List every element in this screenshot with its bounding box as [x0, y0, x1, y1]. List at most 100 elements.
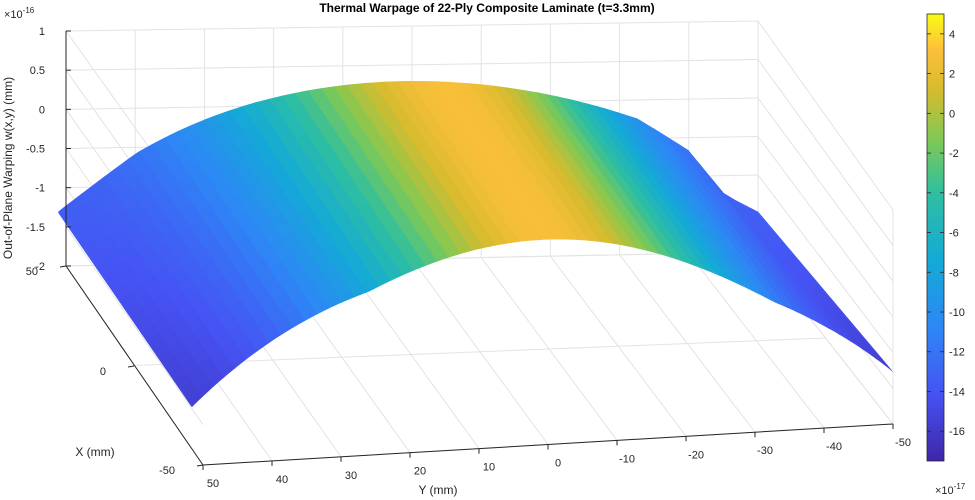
surface-patch	[284, 80, 303, 87]
surface-patch	[552, 80, 572, 95]
surface-patch	[436, 67, 453, 76]
surface-patch	[525, 64, 542, 76]
surface-patch	[313, 80, 332, 87]
surface-patch	[419, 59, 436, 67]
surface-patch	[489, 66, 506, 77]
y-axis-label: Y (mm)	[418, 483, 457, 497]
surface-patch	[373, 43, 390, 52]
colorbar-exponent: ×10-17	[935, 482, 966, 497]
surface-patch	[365, 80, 385, 82]
x-axis-label: X (mm)	[75, 445, 114, 459]
y-tick-label: -30	[757, 445, 773, 457]
colorbar: 4 2 0 -2 -4 -6 -8 -10 -12 -14 -16 ×10-17	[926, 13, 966, 497]
surface-patch	[501, 56, 518, 68]
back-wall-z-gridline	[65, 20, 759, 32]
surface-patch	[558, 80, 578, 92]
z-exponent: ×10-16	[4, 6, 35, 21]
surface-patch	[385, 43, 402, 52]
surface-patch	[390, 68, 407, 77]
surface-patch	[315, 54, 332, 66]
surface-patch	[437, 51, 454, 60]
x-tick-label: 50	[26, 266, 38, 278]
side-wall-z-gridline	[757, 20, 894, 211]
z-axis-label: Out-of-Plane Warping w(x,y) (mm)	[1, 77, 15, 259]
surface-fill	[58, 42, 893, 407]
surface-patch	[413, 67, 430, 76]
surface-patch	[303, 57, 320, 69]
surface-patch	[501, 69, 518, 80]
surface-patch	[449, 53, 466, 63]
side-wall-z-gridline	[757, 59, 894, 246]
surface-patch	[448, 68, 465, 77]
colorbar-tick-label: -4	[949, 188, 959, 200]
colorbar-tick-label: -10	[949, 307, 965, 319]
y-tick-label: 30	[345, 470, 357, 482]
surface-patch	[209, 97, 228, 114]
floor-x-gridline	[134, 337, 826, 366]
warp-surface	[58, 42, 893, 407]
surface-patch	[367, 53, 384, 63]
chart-title: Thermal Warpage of 22-Ply Composite Lami…	[319, 1, 654, 15]
colorbar-tick-label: -2	[949, 148, 959, 160]
surface-patch	[471, 70, 488, 80]
surface-patch	[320, 62, 337, 74]
colorbar-tick-label: -12	[949, 347, 965, 359]
surface-patch	[273, 80, 292, 92]
surface-patch	[535, 80, 555, 82]
z-tick-label: -0.5	[26, 144, 45, 156]
surface-patch	[571, 83, 589, 98]
y-tick-label: 0	[555, 458, 561, 470]
colorbar-tick-label: 2	[949, 69, 955, 81]
z-tick-label: 0	[39, 104, 45, 116]
surface-patch	[478, 64, 495, 74]
surface-patch	[408, 42, 425, 50]
colorbar-tick-label: -6	[949, 228, 959, 240]
surface-patch	[396, 59, 413, 68]
side-wall-z-gridline	[757, 97, 894, 282]
x-tick-mark	[196, 464, 204, 467]
x-tick-mark	[127, 365, 135, 368]
y-tick-label: -40	[826, 441, 842, 453]
surface-patch	[354, 80, 373, 85]
surface-patch	[390, 51, 407, 60]
surface-patch	[414, 51, 431, 59]
surface-patch	[529, 80, 549, 85]
surface-patch	[355, 54, 372, 64]
colorbar-tick-label: -14	[949, 386, 965, 398]
surface-patch	[255, 80, 275, 89]
surface-patch	[349, 65, 366, 76]
colorbar-tick-label: 0	[949, 108, 955, 120]
surface-patch	[296, 80, 315, 83]
surface-patch	[460, 54, 477, 64]
surface-patch	[511, 80, 531, 85]
surface-patch	[494, 80, 513, 86]
colorbar-tick-label: 4	[949, 29, 955, 41]
surface-patch	[519, 68, 536, 80]
surface-patch	[361, 45, 378, 55]
surface-patch	[490, 53, 507, 64]
colorbar-tick-label: -8	[949, 267, 959, 279]
surface-patch	[507, 64, 524, 76]
surface-patch	[505, 80, 525, 89]
surface-patch	[478, 50, 495, 61]
y-tick-label: -50	[895, 437, 911, 449]
surface-patch	[408, 59, 425, 68]
colorbar-tick-label: -16	[949, 426, 965, 438]
surface-patch	[309, 65, 326, 77]
surface-patch	[373, 61, 390, 71]
surface-patch	[302, 80, 321, 91]
surface-patch	[402, 51, 419, 60]
y-tick-label: 40	[276, 474, 288, 486]
surface-patch	[338, 48, 355, 59]
surface-patch	[350, 46, 367, 56]
surface-patch	[332, 59, 349, 70]
y-tick-label: 20	[414, 466, 426, 478]
surface-patch	[460, 69, 477, 79]
surface-patch	[431, 59, 448, 68]
surface-patch	[455, 46, 472, 56]
z-tick-label: -1.5	[26, 222, 45, 234]
surface-patch	[220, 91, 240, 108]
surface-patch	[325, 80, 344, 83]
